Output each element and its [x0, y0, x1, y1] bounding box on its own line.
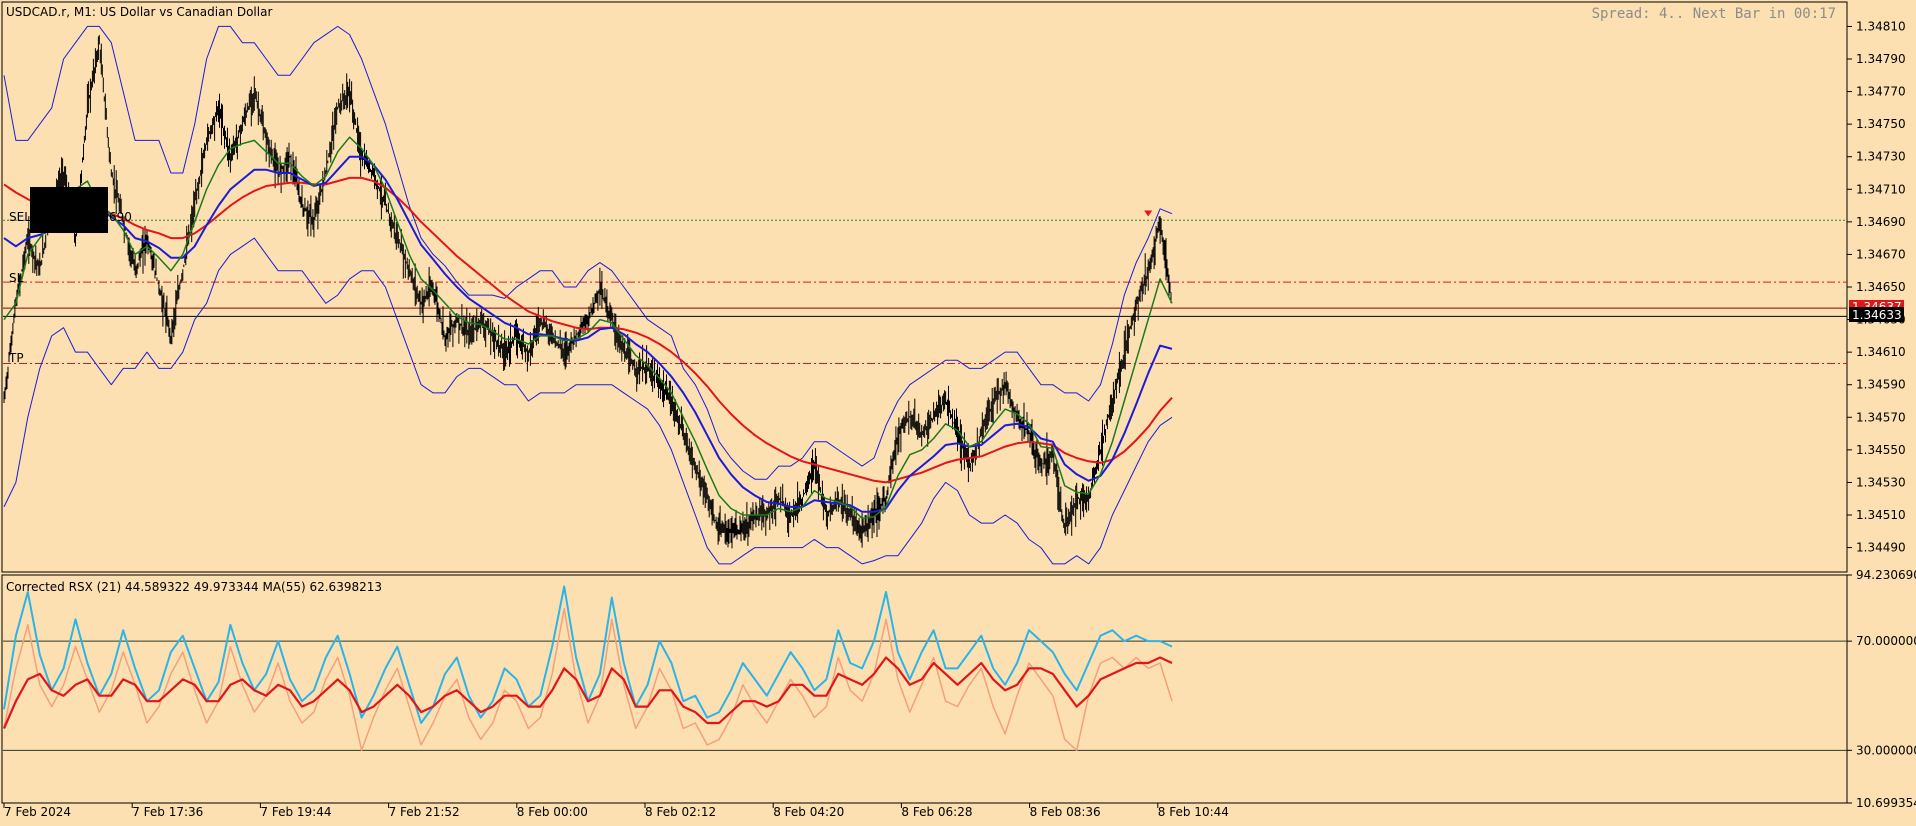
rsx-tick-label: 30.000000 [1856, 743, 1916, 757]
time-tick-label: 8 Feb 00:00 [517, 805, 588, 819]
time-tick-label: 8 Feb 08:36 [1030, 805, 1101, 819]
ma-mid-line [3, 155, 1173, 513]
price-tick-label: 1.34750 [1856, 117, 1906, 131]
main-panel-frame [1, 1, 1848, 573]
trade-box[interactable] [30, 187, 108, 233]
price-tick-label: 1.34670 [1856, 247, 1906, 261]
time-tick-label: 7 Feb 17:36 [132, 805, 203, 819]
price-tick-label: 1.34490 [1856, 541, 1906, 555]
price-tick-label: 1.34730 [1856, 150, 1906, 164]
rsx-tick-label: 10.699354 [1856, 796, 1916, 810]
price-axis: 1.34810 1.34790 1.34770 1.34750 1.34730 1.347… [1847, 19, 1906, 555]
indicator-panel-frame [1, 574, 1848, 804]
time-tick-label: 7 Feb 21:52 [389, 805, 460, 819]
time-tick-label: 8 Feb 04:20 [773, 805, 844, 819]
price-tick-label: 1.34710 [1856, 182, 1906, 196]
price-tick-label: 1.34770 [1856, 85, 1906, 99]
spread-status: Spread: 4.. Next Bar in 00:17 [1592, 6, 1836, 22]
price-tick-label: 1.34510 [1856, 508, 1906, 522]
bollinger-upper-line [3, 25, 1173, 480]
rsx-tick-label: 94.230690 [1856, 568, 1916, 582]
ma-fast-line [3, 136, 1173, 520]
bollinger-lower-line [3, 237, 1173, 565]
time-tick-label: 8 Feb 10:44 [1158, 805, 1229, 819]
time-tick-label: 8 Feb 02:12 [645, 805, 716, 819]
rsx-signal-line [2, 656, 1173, 729]
price-tick-label: 1.34650 [1856, 280, 1906, 294]
price-tick-label: 1.34610 [1856, 345, 1906, 359]
main-price-plot[interactable] [3, 25, 1847, 565]
time-tick-label: 7 Feb 2024 [4, 805, 71, 819]
sl-label: SL [9, 271, 24, 285]
price-tick-label: 1.34530 [1856, 475, 1906, 489]
chart-title: USDCAD.r, M1: US Dollar vs Canadian Doll… [6, 5, 272, 19]
time-tick-label: 7 Feb 19:44 [260, 805, 331, 819]
sell-price-suffix: 690 [109, 210, 132, 224]
price-tick-label: 1.34550 [1856, 443, 1906, 457]
rsx-indicator-plot[interactable] [2, 585, 1847, 752]
rsx-tick-label: 70.000000 [1856, 634, 1916, 648]
current-price-label-bg [1849, 307, 1904, 322]
time-axis: 7 Feb 2024 7 Feb 17:36 7 Feb 19:44 7 Feb 21… [3, 803, 1229, 819]
price-arrow-marker [1144, 210, 1153, 217]
rsx-raw-line [3, 607, 1173, 752]
price-tick-label: 1.34570 [1856, 410, 1906, 424]
price-tick-label: 1.34810 [1856, 19, 1906, 33]
sell-label: SELL [9, 210, 38, 224]
ma-slow-line [3, 176, 1173, 484]
price-tick-label: 1.34790 [1856, 52, 1906, 66]
rsx-main-line [3, 585, 1173, 724]
current-price-label: 1.34633 [1852, 308, 1902, 322]
price-tick-label: 1.34590 [1856, 378, 1906, 392]
price-tick-label: 1.34690 [1856, 215, 1906, 229]
indicator-title: Corrected RSX (21) 44.589322 49.973344 M… [6, 580, 382, 594]
tp-label: TP [8, 351, 24, 365]
rsx-axis: 94.230690 70.000000 30.000000 10.699354 [1847, 568, 1916, 810]
time-tick-label: 8 Feb 06:28 [901, 805, 972, 819]
